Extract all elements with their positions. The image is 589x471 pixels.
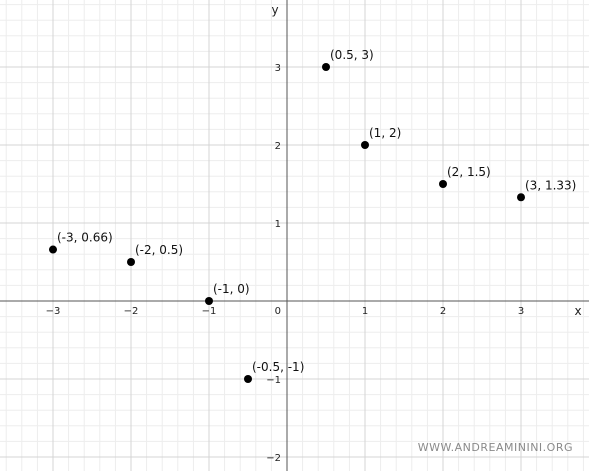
- y-axis-label: y: [271, 3, 278, 17]
- x-tick-label: −1: [202, 306, 217, 317]
- watermark: WWW.ANDREAMININI.ORG: [418, 441, 573, 454]
- x-tick-label: −3: [46, 306, 61, 317]
- point-label: (0.5, 3): [330, 48, 374, 62]
- data-point: [49, 245, 57, 254]
- origin-label: 0: [275, 306, 281, 317]
- x-tick-label: 3: [518, 306, 524, 317]
- point-label: (-0.5, -1): [252, 360, 304, 374]
- y-tick-label: 2: [275, 141, 281, 152]
- tick-labels: −3 −2 −1 1 2 3 −2 −1 1 2 3: [46, 63, 525, 464]
- point-label: (-1, 0): [213, 282, 250, 296]
- y-tick-label: 3: [275, 63, 281, 74]
- point-label: (2, 1.5): [447, 165, 491, 179]
- y-tick-label: 1: [275, 219, 281, 230]
- data-point: [244, 375, 252, 383]
- point-label: (1, 2): [369, 126, 401, 140]
- y-tick-label: −1: [266, 375, 281, 386]
- data-point: [517, 193, 525, 202]
- data-point: [322, 63, 330, 71]
- data-point: [205, 297, 213, 305]
- x-axis-label: x: [574, 304, 581, 318]
- data-point: [361, 141, 369, 149]
- data-point: [127, 258, 135, 266]
- x-tick-label: 2: [440, 306, 446, 317]
- data-point: [439, 180, 447, 188]
- point-label: (-2, 0.5): [135, 243, 183, 257]
- point-label: (-3, 0.66): [57, 231, 113, 245]
- x-tick-label: −2: [124, 306, 139, 317]
- x-tick-label: 1: [362, 306, 368, 317]
- point-label: (3, 1.33): [525, 178, 576, 192]
- data-points: (-3, 0.66) (-2, 0.5) (-1, 0) (-0.5, -1) (0.5…: [49, 48, 576, 383]
- y-tick-label: −2: [266, 453, 281, 464]
